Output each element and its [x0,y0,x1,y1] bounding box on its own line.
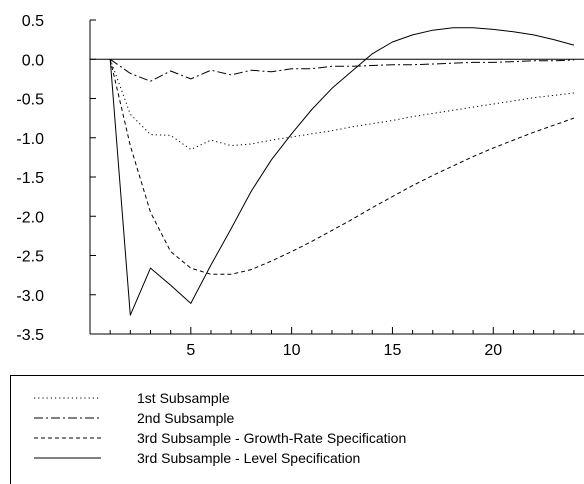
legend-label-4: 3rd Subsample - Level Specification [137,450,360,466]
x-tick-label: 5 [186,342,195,359]
series-line-1 [109,59,574,150]
y-tick-label: -3.0 [16,288,44,305]
y-axis: 0.5 0.0 -0.5 -1.0 -1.5 -2.0 -2.5 -3.0 -3.5 [16,13,96,344]
y-tick-label: -3.5 [16,327,44,344]
legend-label-1: 1st Subsample [137,390,230,406]
y-tick-label: 0.5 [22,13,44,30]
legend-label-3: 3rd Subsample - Growth-Rate Specificatio… [137,430,406,446]
x-axis: 5 10 15 20 [90,327,584,359]
y-tick-label: -2.0 [16,209,44,226]
y-tick-label: -0.5 [16,92,44,109]
y-tick-label: -1.5 [16,170,44,187]
legend-label-2: 2nd Subsample [137,410,235,426]
y-tick-label: 0.0 [22,52,44,69]
legend-box [10,375,584,484]
series-line-2 [109,58,574,82]
plot-area [90,27,584,316]
legend: 1st Subsample 2nd Subsample 3rd Subsample … [10,375,584,484]
series-line-4 [109,27,575,316]
y-tick-label: -2.5 [16,249,44,266]
x-tick-label: 15 [384,342,402,359]
x-tick-label: 10 [283,342,301,359]
x-tick-label: 20 [484,342,502,359]
series-line-3 [109,59,575,275]
y-tick-label: -1.0 [16,131,44,148]
